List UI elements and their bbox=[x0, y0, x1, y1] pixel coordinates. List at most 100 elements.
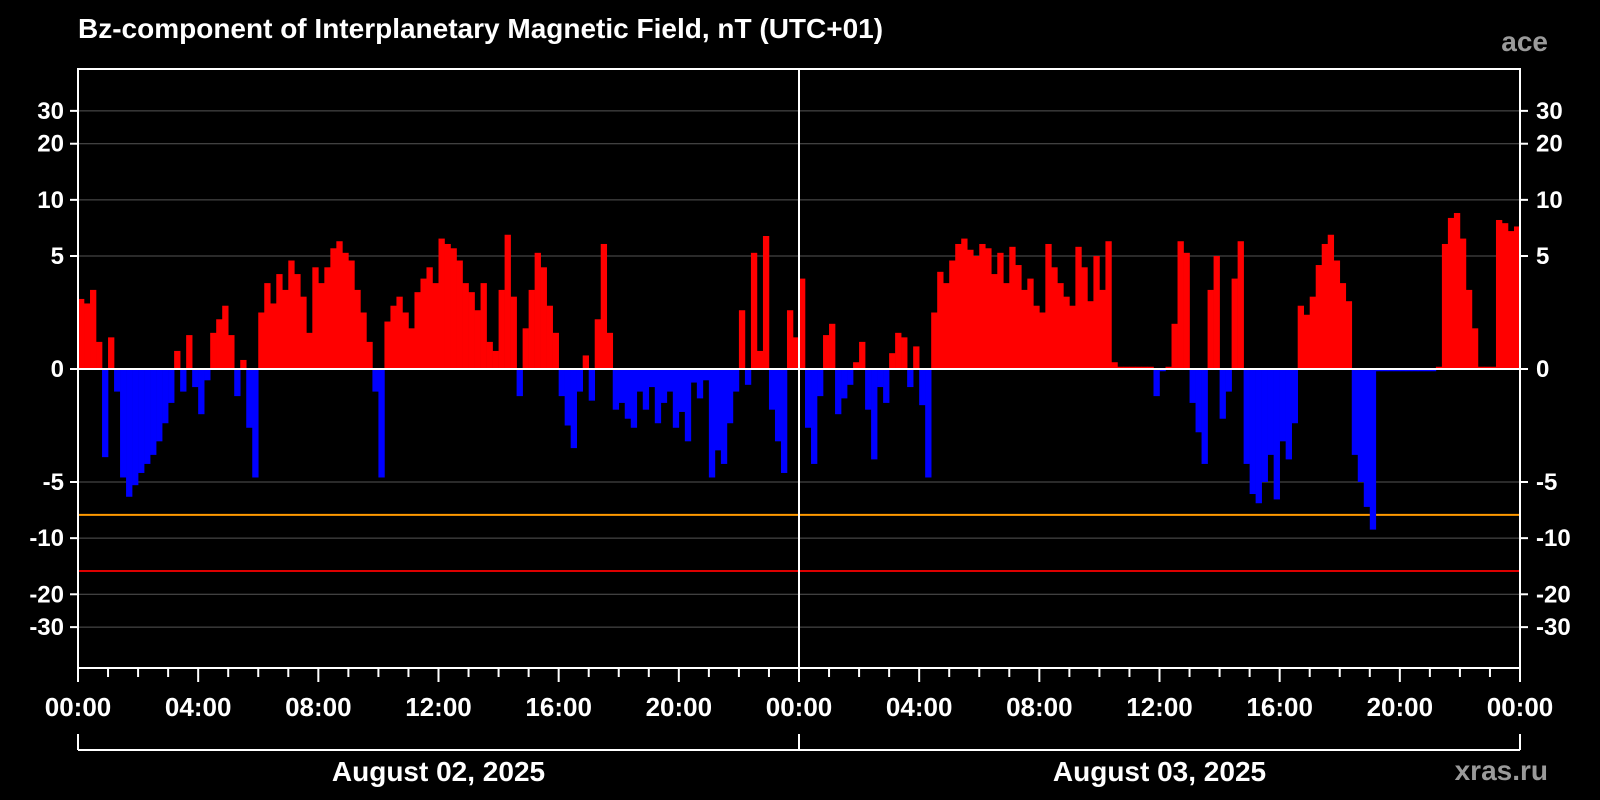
bz-bar bbox=[534, 252, 541, 369]
bz-bar bbox=[907, 369, 914, 388]
bz-bar bbox=[871, 369, 878, 460]
bz-bar bbox=[774, 369, 782, 442]
bz-bar bbox=[378, 369, 385, 478]
bz-bar bbox=[240, 359, 247, 369]
bz-bar bbox=[931, 312, 938, 369]
bz-bar bbox=[1303, 314, 1311, 369]
bz-bar bbox=[366, 341, 373, 369]
bz-bar bbox=[1045, 243, 1052, 369]
bz-bar bbox=[1393, 369, 1401, 372]
bz-bar bbox=[318, 283, 325, 369]
y-tick-label: -20 bbox=[29, 581, 64, 608]
bz-bar bbox=[1267, 369, 1274, 455]
bz-bar bbox=[504, 234, 511, 369]
bz-bar bbox=[498, 289, 505, 369]
bz-bar bbox=[943, 283, 950, 369]
bz-bar bbox=[594, 319, 602, 369]
bz-bar bbox=[408, 328, 415, 369]
bz-bar bbox=[1081, 267, 1088, 369]
y-tick-label: 20 bbox=[1536, 131, 1563, 158]
bz-bar bbox=[865, 369, 872, 410]
bz-bar bbox=[444, 243, 451, 369]
bz-bar bbox=[102, 369, 109, 458]
bz-bar bbox=[384, 321, 391, 369]
bz-bar bbox=[402, 312, 409, 369]
y-tick-label: -10 bbox=[1536, 525, 1571, 552]
bz-bar bbox=[780, 369, 788, 473]
bz-bar bbox=[1357, 369, 1365, 482]
bz-bar bbox=[1381, 369, 1389, 372]
bz-bar bbox=[1339, 283, 1347, 369]
bz-bar bbox=[1285, 369, 1292, 460]
chart-title: Bz-component of Interplanetary Magnetic … bbox=[78, 13, 883, 44]
date-label: August 03, 2025 bbox=[1053, 756, 1266, 787]
y-tick-label: -30 bbox=[1536, 614, 1571, 641]
bz-bar bbox=[1387, 369, 1395, 372]
bz-bar bbox=[768, 369, 776, 410]
y-tick-label: 0 bbox=[1536, 356, 1549, 383]
bz-bar bbox=[1375, 369, 1383, 372]
bz-bar bbox=[426, 267, 433, 369]
bz-bar bbox=[979, 243, 986, 369]
bz-bar bbox=[486, 341, 493, 369]
bz-bar bbox=[1093, 256, 1100, 369]
bz-bar bbox=[348, 260, 355, 369]
bz-bar bbox=[120, 369, 127, 478]
bz-bar bbox=[913, 346, 920, 369]
bz-bar bbox=[522, 328, 529, 369]
bz-bar bbox=[1039, 312, 1046, 369]
bz-bar bbox=[1333, 260, 1341, 369]
y-ticks-right: 30 20 10 5 0 -5 -10 -20 -30 bbox=[1520, 98, 1571, 641]
bz-bar bbox=[1489, 366, 1497, 369]
bz-bar bbox=[1327, 234, 1335, 369]
bz-bar bbox=[919, 369, 926, 406]
bz-bar bbox=[582, 355, 590, 369]
bz-bar bbox=[1021, 289, 1028, 369]
bz-bar bbox=[96, 341, 103, 369]
bz-bar bbox=[168, 369, 175, 403]
bz-bar bbox=[756, 350, 764, 369]
bz-bar bbox=[492, 350, 499, 369]
bz-bar bbox=[414, 292, 421, 369]
bz-bar bbox=[372, 369, 379, 392]
bz-bar bbox=[1057, 283, 1064, 369]
bz-bar bbox=[1465, 289, 1473, 369]
bz-bar bbox=[1189, 369, 1196, 403]
bz-bar bbox=[684, 369, 692, 442]
bz-bar bbox=[228, 335, 235, 369]
x-tick-label: 20:00 bbox=[646, 692, 713, 722]
bz-bar bbox=[624, 369, 632, 419]
bz-bar bbox=[1513, 226, 1521, 369]
bz-bar bbox=[738, 310, 746, 369]
bz-bar bbox=[937, 271, 944, 369]
bz-bar bbox=[1201, 369, 1208, 464]
x-tick-label: 00:00 bbox=[766, 692, 833, 722]
y-tick-label: 30 bbox=[1536, 98, 1563, 125]
bz-bar bbox=[1495, 219, 1503, 369]
x-tick-label: 00:00 bbox=[1487, 692, 1554, 722]
bz-bar bbox=[276, 274, 283, 369]
bz-bar bbox=[1123, 366, 1130, 369]
x-tick-label: 08:00 bbox=[285, 692, 352, 722]
bz-bar bbox=[732, 369, 740, 392]
bz-bar bbox=[991, 274, 998, 369]
bz-bar bbox=[1159, 369, 1166, 372]
bz-bar bbox=[666, 369, 674, 392]
bz-bar bbox=[961, 238, 968, 369]
bz-bar bbox=[1225, 369, 1232, 392]
bz-bar bbox=[1447, 217, 1455, 369]
bz-bar bbox=[973, 256, 980, 369]
bz-bar bbox=[156, 369, 163, 442]
bz-bar bbox=[1015, 265, 1022, 369]
bz-bar bbox=[1363, 369, 1371, 507]
bz-bar bbox=[1171, 323, 1178, 369]
x-tick-label: 04:00 bbox=[165, 692, 232, 722]
y-tick-label: 0 bbox=[51, 356, 64, 383]
bz-bar bbox=[450, 248, 457, 369]
bz-bar bbox=[1153, 369, 1160, 397]
bz-bar bbox=[114, 369, 121, 392]
bz-bar bbox=[342, 252, 349, 369]
y-tick-label: 5 bbox=[1536, 243, 1549, 270]
x-tick-label: 16:00 bbox=[525, 692, 592, 722]
